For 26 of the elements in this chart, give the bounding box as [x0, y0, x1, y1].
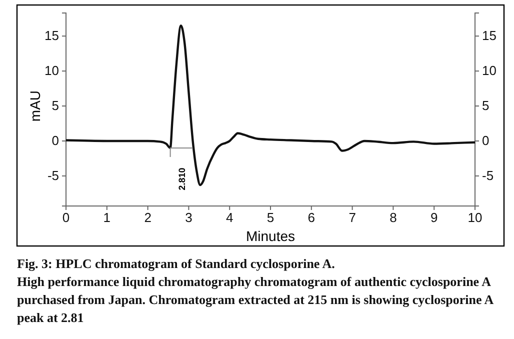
x-tick-label: 4	[226, 210, 234, 226]
x-axis-title: Minutes	[246, 228, 296, 244]
y-tick-label: -5	[47, 168, 59, 184]
y-tick-label: 10	[44, 63, 59, 78]
y2-tick-label: -5	[482, 168, 494, 184]
x-tick-label: 0	[62, 210, 70, 226]
y-tick-label: 5	[52, 98, 59, 114]
x-tick-label: 5	[266, 210, 274, 226]
x-tick-label: 10	[468, 210, 482, 226]
x-tick-label: 2	[144, 210, 152, 226]
y2-tick-label: 10	[482, 63, 496, 78]
x-tick-label: 3	[185, 210, 192, 226]
y2-tick-label: 15	[482, 28, 496, 44]
x-tick-label: 8	[390, 210, 397, 226]
x-tick-label: 1	[103, 210, 111, 226]
y2-tick-label: 5	[482, 98, 490, 114]
x-tick-label: 7	[348, 210, 356, 226]
y2-tick-label: 0	[482, 133, 490, 148]
y-axis-title: mAU	[27, 90, 43, 122]
annotation: 2.810	[176, 168, 187, 190]
x-tick-label: 9	[430, 210, 438, 226]
y-tick-label: 0	[52, 133, 59, 148]
text: High performance liquid chromatography chromatogram of authentic cyclosporine A purchased from Japan. Chromatogram extracted at 215 nm is showing cyclosporine A peak at 2.81	[17, 274, 494, 325]
text: Fig. 3: HPLC chromatogram of Standard cyclosporine A.	[17, 256, 335, 271]
y-tick-label: 15	[44, 28, 59, 44]
x-tick-label: 6	[308, 210, 316, 226]
